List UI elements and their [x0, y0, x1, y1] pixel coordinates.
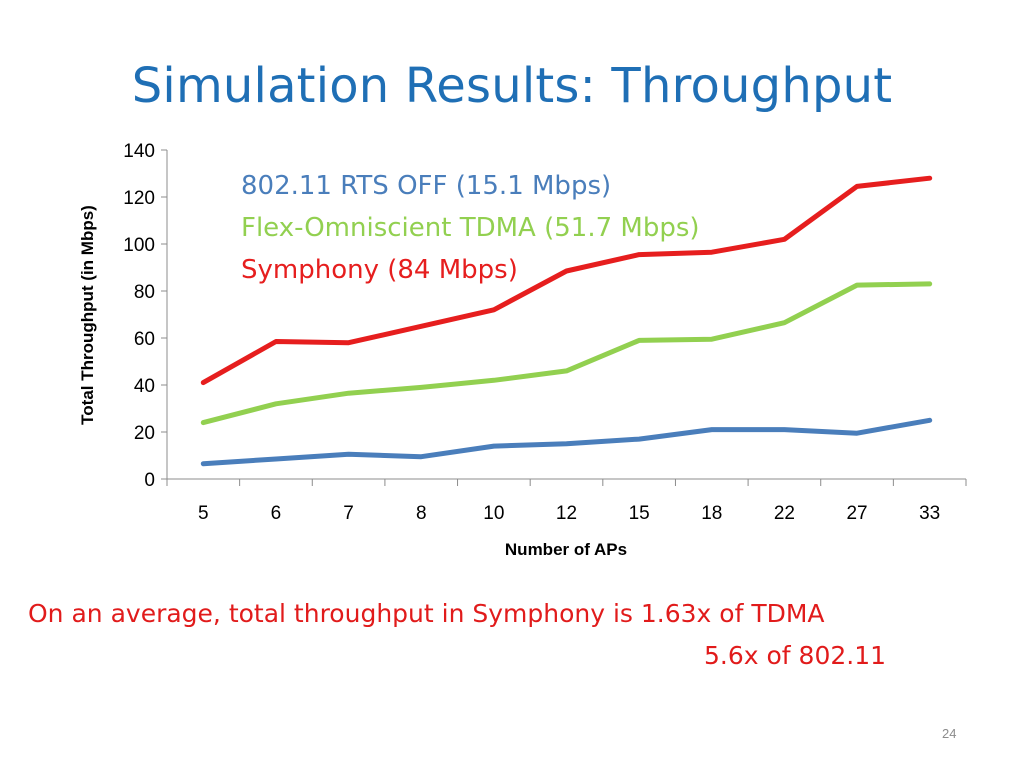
y-tick-label: 0	[144, 470, 155, 491]
y-axis: 0 20 40 60 80 100 120 140	[123, 141, 168, 491]
y-tick-label: 120	[123, 188, 155, 209]
average-note-line-1: On an average, total throughput in Symph…	[28, 599, 825, 628]
x-tick-label: 18	[701, 503, 722, 524]
chart-series	[200, 175, 933, 467]
series-line-tdma	[200, 281, 933, 426]
slide-title: Simulation Results: Throughput	[131, 58, 893, 114]
x-tick-label: 8	[416, 503, 427, 524]
y-tick-label: 40	[134, 376, 155, 397]
x-tick-label: 5	[198, 503, 209, 524]
series-line-80211	[200, 417, 933, 467]
y-axis-title: Total Throughput (in Mbps)	[78, 205, 97, 425]
series-line-symphony	[200, 175, 933, 386]
x-axis: 5 6 7 8 10 12 15 18 22 27 33	[166, 478, 967, 524]
y-tick-label: 140	[123, 141, 155, 162]
x-tick-label: 12	[556, 503, 577, 524]
y-tick-label: 60	[134, 329, 155, 350]
x-tick-label: 7	[343, 503, 354, 524]
x-tick-label: 6	[271, 503, 282, 524]
slide-number: 24	[942, 726, 957, 741]
y-tick-label: 100	[123, 235, 155, 256]
x-tick-label: 22	[774, 503, 795, 524]
x-axis-title: Number of APs	[505, 540, 627, 559]
legend-item-symphony: Symphony (84 Mbps)	[241, 255, 518, 285]
x-tick-label: 27	[846, 503, 867, 524]
y-tick-label: 80	[134, 282, 155, 303]
x-tick-label: 15	[629, 503, 650, 524]
x-tick-label: 10	[483, 503, 504, 524]
y-tick-label: 20	[134, 423, 155, 444]
legend-item-tdma: Flex-Omniscient TDMA (51.7 Mbps)	[241, 213, 700, 243]
legend-item-80211: 802.11 RTS OFF (15.1 Mbps)	[241, 171, 612, 201]
x-tick-label: 33	[919, 503, 940, 524]
average-note-line-2: 5.6x of 802.11	[704, 641, 887, 670]
